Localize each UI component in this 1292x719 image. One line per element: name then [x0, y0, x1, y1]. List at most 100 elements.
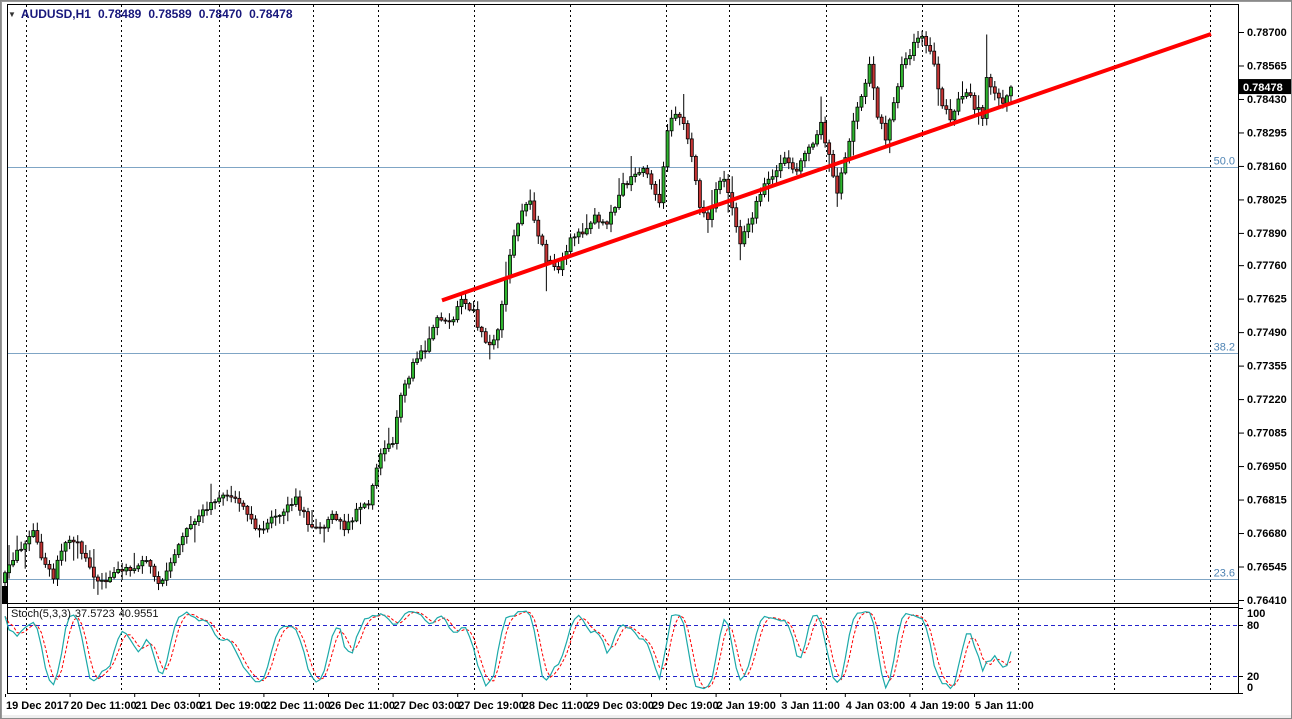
- bull-candle-body: [350, 520, 355, 523]
- bear-candle-body: [467, 303, 472, 311]
- bear-candle-body: [237, 497, 242, 504]
- bull-candle-body: [180, 536, 185, 546]
- bull-candle-body: [803, 152, 807, 162]
- bull-candle-body: [217, 497, 222, 503]
- trendline[interactable]: [441, 32, 1212, 303]
- bull-candle-body: [403, 383, 407, 396]
- bull-candle-body: [637, 172, 642, 175]
- bear-candle-body: [988, 77, 993, 88]
- bull-candle-body: [55, 559, 60, 580]
- price-tick-label: 0.76950: [1247, 461, 1287, 473]
- trendline-object[interactable]: [441, 32, 1212, 303]
- bear-candle-body: [823, 121, 828, 144]
- bull-candle-body: [633, 173, 638, 178]
- bull-candle-body: [592, 214, 597, 224]
- bear-candle-body: [120, 568, 125, 572]
- bull-candle-body: [984, 77, 989, 119]
- bull-candle-body: [63, 542, 68, 552]
- bear-candle-body: [786, 157, 791, 164]
- bear-candle-body: [43, 557, 48, 565]
- symbol-dropdown-icon[interactable]: ▼: [8, 10, 16, 19]
- bull-candle-body: [346, 521, 351, 531]
- bear-candle-body: [318, 526, 323, 529]
- bull-candle-body: [621, 183, 626, 196]
- bear-candle-body: [996, 92, 1001, 99]
- bull-candle-body: [427, 338, 432, 352]
- bull-candle-body: [116, 568, 121, 573]
- bull-candle-body: [766, 178, 771, 185]
- bull-candle-body: [112, 572, 116, 578]
- bear-candle-body: [677, 113, 682, 118]
- bear-candle-body: [794, 168, 799, 172]
- bear-candle-body: [96, 576, 100, 582]
- bull-candle-body: [124, 566, 129, 572]
- stoch-indicator-name: Stoch(5,3,3): [11, 608, 71, 620]
- bull-candle-body: [59, 550, 64, 561]
- bull-candle-body: [19, 548, 24, 551]
- bear-candle-body: [75, 541, 80, 544]
- window-bottom-strip: [2, 715, 1291, 718]
- bull-candle-body: [201, 509, 205, 517]
- bull-candle-body: [471, 309, 476, 312]
- time-tick-label: 26 Dec 11:00: [329, 700, 395, 712]
- bull-candle-body: [221, 494, 226, 499]
- bull-candle-body: [584, 228, 589, 235]
- bull-candle-body: [895, 86, 900, 104]
- bull-candle-body: [758, 194, 763, 202]
- fibonacci-levels[interactable]: 50.0 38.2 23.6: [8, 156, 1238, 580]
- bull-candle-body: [770, 176, 775, 180]
- bull-candle-body: [269, 516, 274, 524]
- bull-candle-body: [100, 579, 104, 582]
- bear-candle-body: [992, 86, 997, 94]
- bull-candle-body: [976, 107, 981, 110]
- price-tick-label: 0.77085: [1247, 428, 1287, 440]
- bear-candle-body: [229, 495, 234, 498]
- stoch-main-line: [4, 610, 1012, 690]
- high-value: 0.78589: [148, 7, 192, 21]
- bull-candle-body: [887, 119, 892, 141]
- bull-candle-body: [807, 146, 811, 154]
- price-tick-label: 0.78295: [1247, 127, 1287, 139]
- bull-candle-body: [289, 504, 294, 506]
- close-value: 0.78478: [249, 7, 293, 21]
- bull-candle-body: [855, 106, 860, 122]
- bull-candle-body: [746, 223, 751, 233]
- bear-candle-body: [972, 95, 977, 110]
- bull-candle-body: [136, 565, 141, 570]
- bull-candle-body: [209, 502, 213, 511]
- stoch-indicator-label: Stoch(5,3,3) 37.5723 40.9551: [11, 608, 162, 620]
- bull-candle-body: [378, 453, 383, 469]
- price-tick-label: 0.78700: [1247, 27, 1287, 39]
- bear-candle-body: [968, 92, 973, 96]
- bear-candle-body: [596, 214, 601, 223]
- bull-candle-body: [399, 394, 403, 418]
- bull-candle-body: [11, 560, 15, 566]
- bear-candle-body: [556, 266, 561, 271]
- bull-candle-body: [67, 539, 72, 544]
- bear-candle-body: [726, 178, 731, 193]
- bull-candle-body: [1005, 95, 1009, 104]
- price-axis[interactable]: 0.78700 0.78565 0.78430 0.78295 0.78160 0.780…: [1238, 27, 1292, 607]
- bull-candle-body: [164, 570, 169, 581]
- bull-candle-body: [863, 82, 868, 97]
- bull-candle-body: [176, 544, 181, 556]
- bull-candle-body: [435, 317, 440, 328]
- bull-candle-body: [904, 58, 908, 66]
- bull-candle-body: [3, 572, 7, 584]
- bull-candle-body: [500, 303, 504, 331]
- bear-candle-body: [310, 524, 314, 528]
- bull-candle-body: [742, 231, 747, 245]
- bull-candle-body: [188, 524, 193, 530]
- bull-candle-body: [588, 222, 593, 230]
- bear-candle-body: [645, 168, 650, 175]
- bear-candle-body: [342, 520, 347, 531]
- bull-candle-body: [964, 92, 969, 97]
- price-tick-label: 0.76815: [1247, 495, 1287, 507]
- bear-candle-body: [653, 183, 658, 195]
- price-tick-label: 0.77355: [1247, 361, 1287, 373]
- bull-candle-body: [390, 443, 395, 445]
- bull-candle-body: [528, 200, 533, 205]
- bull-candle-body: [455, 306, 460, 321]
